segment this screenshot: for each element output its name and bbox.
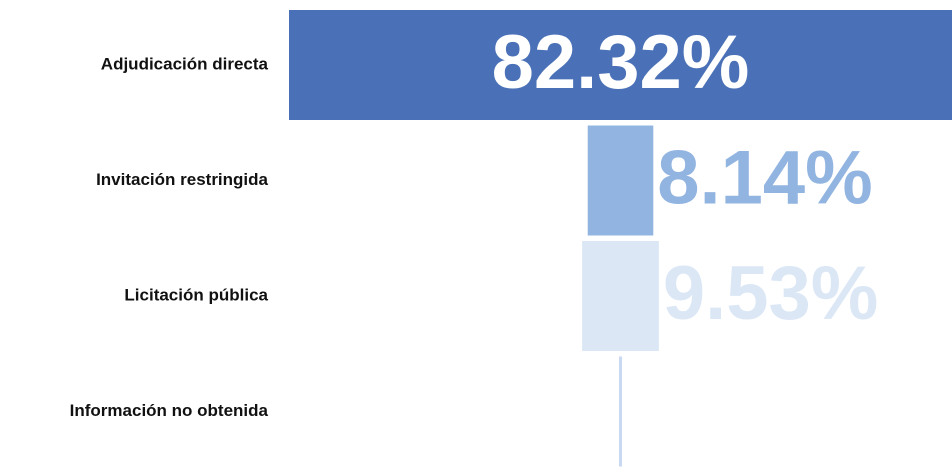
value-label: 82.32%	[492, 20, 750, 105]
value-label: 9.53%	[663, 251, 879, 336]
category-label: Información no obtenida	[70, 401, 269, 420]
bar	[289, 10, 952, 120]
bar	[587, 125, 654, 236]
category-label: Invitación restringida	[96, 170, 268, 189]
category-label: Adjudicación directa	[101, 54, 269, 73]
value-label: 8.14%	[657, 136, 873, 221]
category-label: Licitación pública	[124, 285, 268, 304]
bar	[582, 241, 659, 351]
bar	[619, 356, 622, 467]
